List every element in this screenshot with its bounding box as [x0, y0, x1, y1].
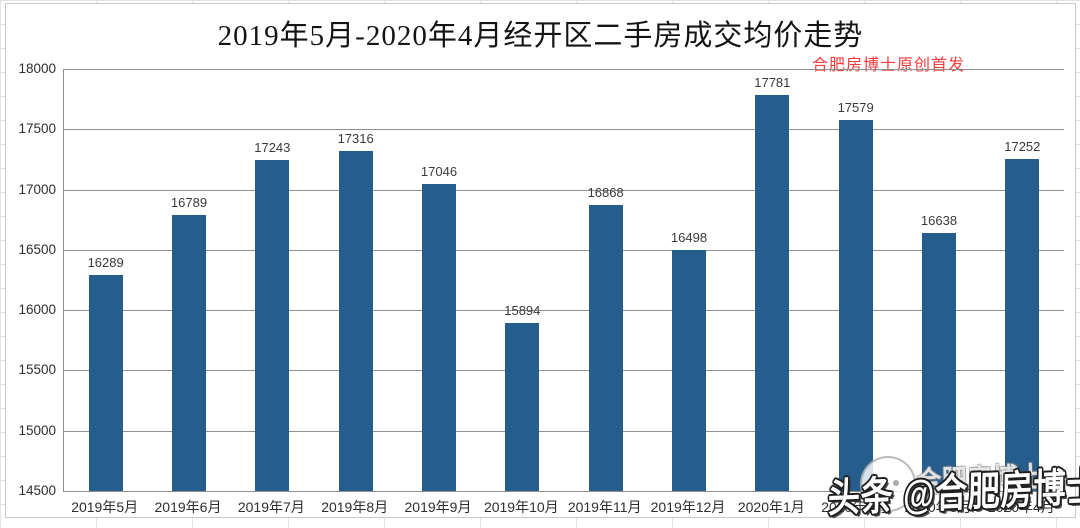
gridline: [64, 310, 1064, 312]
plot-area: 16289 16789 17243 17316 17046 15894 16868 16498…: [63, 69, 1064, 492]
y-axis-tick-label: 15000: [18, 422, 56, 438]
y-axis-tick-label: 17500: [18, 121, 56, 137]
bar-value-label: 16289: [87, 255, 124, 271]
x-axis-tick-label: 2020年4月: [987, 499, 1055, 515]
bar-value-label: 16789: [170, 195, 208, 210]
bar-value-label: 17046: [420, 164, 458, 180]
bar-value-label: 16868: [587, 185, 624, 201]
x-axis-tick-label: 2019年8月: [321, 499, 389, 515]
y-axis-tick-label: 16000: [18, 302, 56, 318]
bar: [88, 275, 123, 491]
bar: [588, 205, 623, 491]
x-axis-tick-label: 2020年1月: [737, 499, 805, 515]
mascot-eye-icon: [893, 480, 899, 486]
bar-value-label: 17243: [254, 140, 291, 156]
x-axis-tick-label: 2019年9月: [404, 499, 472, 515]
gridline: [64, 430, 1064, 432]
gridline: [64, 129, 1064, 131]
x-axis-tick-label: 2019年7月: [237, 499, 305, 515]
gridline: [64, 249, 1064, 251]
bar: [755, 95, 790, 491]
x-axis-tick-label: 2019年6月: [154, 499, 222, 515]
x-axis-tick-label: 2019年12月: [650, 499, 726, 515]
chart-area: 2019年5月-2020年4月经开区二手房成交均价走势 合肥房博士原创首发 16…: [5, 3, 1076, 518]
mascot-mouth-icon: [880, 491, 894, 499]
mascot-eye-icon: [875, 480, 881, 486]
y-axis-tick-label: 14500: [18, 483, 56, 498]
x-axis-tick-label: 2019年11月: [567, 499, 642, 515]
bar: [505, 322, 540, 491]
x-axis-tick-label: 2019年5月: [71, 499, 139, 515]
chart-title: 2019年5月-2020年4月经开区二手房成交均价走势: [217, 20, 864, 52]
gridline: [64, 69, 1064, 70]
bar: [338, 151, 373, 491]
y-axis-tick-label: 15500: [18, 362, 56, 378]
y-axis-tick-label: 18000: [18, 61, 56, 76]
y-axis-tick-label: 16500: [18, 241, 56, 257]
gridline: [64, 370, 1064, 372]
bar-value-label: 17579: [837, 99, 874, 115]
bar: [255, 160, 290, 491]
bar-value-label: 16638: [920, 213, 958, 229]
x-axis-tick-label: 2019年10月: [483, 499, 559, 515]
bar: [422, 184, 456, 491]
mascot-logo-icon: [860, 456, 916, 512]
x-axis-tick-label: 2020年3月: [904, 499, 972, 515]
bar: [172, 215, 206, 491]
bar-value-label: 15894: [504, 302, 541, 318]
bar: [838, 119, 873, 491]
gridline: [64, 189, 1064, 191]
bar-value-label: 16498: [670, 230, 708, 246]
bar: [1005, 159, 1040, 491]
bar-value-label: 17781: [754, 75, 791, 91]
toutiao-watermark: 头条 @合肥房博士: [827, 465, 1080, 522]
bar-value-label: 17316: [337, 131, 374, 147]
bar: [922, 233, 956, 491]
bar: [672, 250, 706, 491]
y-axis-tick-label: 17000: [18, 181, 56, 197]
bar-value-label: 17252: [1004, 139, 1041, 155]
